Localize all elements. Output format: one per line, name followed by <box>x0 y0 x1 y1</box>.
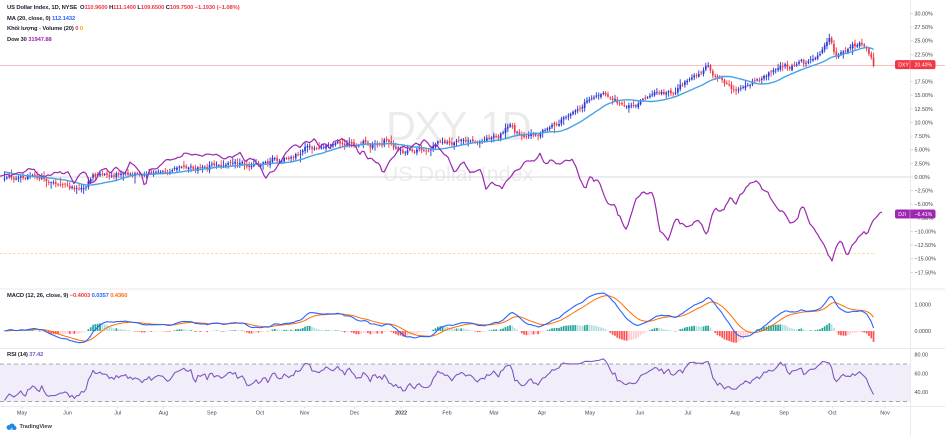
svg-text:DXY, 1D: DXY, 1D <box>386 103 530 149</box>
svg-text:Nov: Nov <box>300 411 310 417</box>
svg-text:DXY: DXY <box>898 63 909 69</box>
svg-text:12.50%: 12.50% <box>915 107 933 113</box>
svg-text:0.00%: 0.00% <box>915 175 930 181</box>
svg-text:May: May <box>17 411 27 417</box>
svg-text:15.00%: 15.00% <box>915 93 933 99</box>
svg-text:40.00: 40.00 <box>915 390 929 396</box>
svg-text:25.00%: 25.00% <box>915 39 933 45</box>
svg-text:27.50%: 27.50% <box>915 25 933 31</box>
svg-text:Aug: Aug <box>730 411 740 417</box>
svg-text:22.50%: 22.50% <box>915 52 933 58</box>
svg-text:2.50%: 2.50% <box>915 161 930 167</box>
svg-text:−15.00%: −15.00% <box>915 257 937 263</box>
svg-text:−7.50%: −7.50% <box>915 216 934 222</box>
svg-text:Mar: Mar <box>489 411 498 417</box>
svg-text:DJI: DJI <box>898 212 906 218</box>
svg-text:17.50%: 17.50% <box>915 80 933 86</box>
svg-text:Jul: Jul <box>685 411 692 417</box>
svg-text:Dec: Dec <box>350 411 360 417</box>
svg-text:Jun: Jun <box>636 411 645 417</box>
svg-text:May: May <box>585 411 595 417</box>
svg-text:20.40%: 20.40% <box>915 63 933 69</box>
svg-text:10.00%: 10.00% <box>915 120 933 126</box>
svg-text:5.00%: 5.00% <box>915 148 930 154</box>
svg-text:60.00: 60.00 <box>915 371 929 377</box>
svg-text:Nov: Nov <box>880 411 890 417</box>
svg-text:Oct: Oct <box>256 411 265 417</box>
svg-text:Feb: Feb <box>442 411 451 417</box>
svg-text:2022: 2022 <box>395 411 407 417</box>
svg-text:Jul: Jul <box>114 411 121 417</box>
svg-text:30.00%: 30.00% <box>915 11 933 17</box>
svg-text:−12.50%: −12.50% <box>915 243 937 249</box>
svg-text:−17.50%: −17.50% <box>915 270 937 276</box>
svg-text:−10.00%: −10.00% <box>915 229 937 235</box>
svg-text:7.50%: 7.50% <box>915 134 930 140</box>
svg-text:US Dollar Index: US Dollar Index <box>383 162 534 186</box>
svg-text:0.0000: 0.0000 <box>915 329 932 335</box>
svg-text:Aug: Aug <box>159 411 169 417</box>
svg-text:−6.41%: −6.41% <box>915 212 933 218</box>
svg-text:Apr: Apr <box>538 411 547 417</box>
svg-text:Oct: Oct <box>828 411 837 417</box>
svg-text:−5.00%: −5.00% <box>915 202 934 208</box>
svg-text:−2.50%: −2.50% <box>915 189 934 195</box>
svg-text:1.0000: 1.0000 <box>915 302 932 308</box>
svg-text:Sep: Sep <box>207 411 217 417</box>
svg-text:Jun: Jun <box>63 411 72 417</box>
svg-text:80.00: 80.00 <box>915 353 929 359</box>
svg-text:Sep: Sep <box>779 411 789 417</box>
